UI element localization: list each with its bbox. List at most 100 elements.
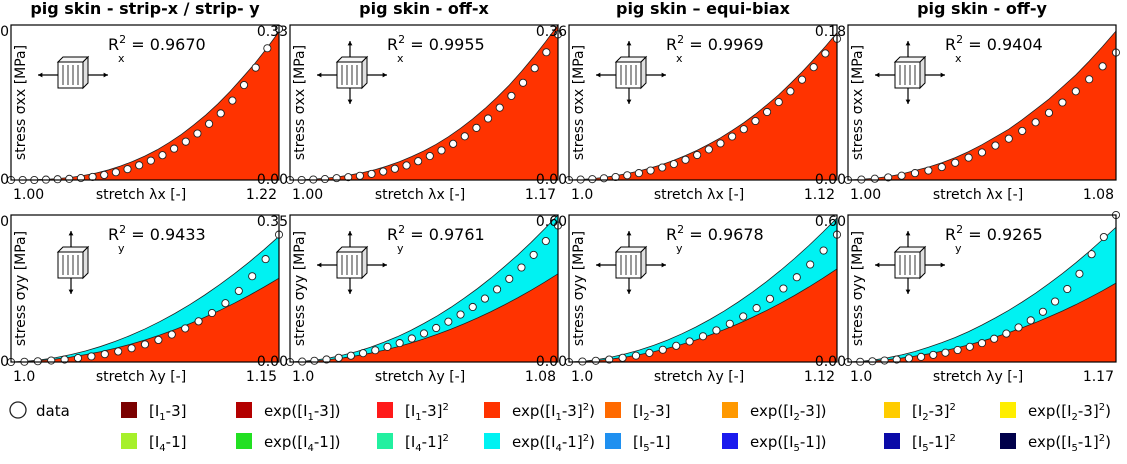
y-tick-label-max: 0.60 [815,214,846,230]
data-point [123,165,132,174]
data-point [1031,118,1040,127]
data-point [170,144,179,153]
legend-label: [I4-1] [149,433,186,454]
data-point [542,48,551,57]
x-axis-label: stretch λy [-] [375,369,465,385]
legend-label: exp([I2-3]2) [1028,402,1111,423]
data-point [1044,108,1054,117]
data-point [725,319,734,328]
legend-label: [I2-3] [633,402,670,423]
data-point [355,171,364,180]
specimen-icon [317,41,387,104]
legend-label: [I5-1] [633,433,670,454]
r-squared-subscript: x [118,52,125,65]
legend: data [I1-3] exp([I1-3]) [I1-3]2​ exp([I1-3]2… [9,401,1111,454]
y-axis-label: stress σyy [MPa] [571,231,587,346]
data-point [1098,62,1107,71]
data-point [681,155,690,164]
axes-frame [289,214,559,363]
data-point [493,285,502,294]
chart-title: pig skin - strip-x / strip- y [30,0,260,18]
data-point [591,356,600,365]
cube-side [82,245,89,280]
y-tick-label-min: 0.00 [257,354,288,370]
legend-item: exp([I1-3]) [236,402,341,423]
data-point [1087,250,1096,259]
data-point [322,355,331,364]
r-squared-subscript: x [397,52,404,65]
load-arrow-head [347,289,353,294]
data-point [821,49,830,58]
data-point [786,87,795,96]
legend-swatch [722,433,738,449]
x-tick-label-max: 1.08 [1083,187,1114,203]
data-point [672,341,681,350]
specimen-icon [38,55,108,90]
legend-item: [I5-1]2​ [884,433,956,454]
load-arrow-head [317,72,322,78]
data-point [414,157,423,166]
y-axis-label: stress σyy [MPa] [850,231,866,346]
data-point [809,63,818,72]
legend-item: [I1-3] [121,402,186,423]
legend-swatch [722,402,738,418]
data-point [239,81,249,90]
legend-item: [I5-1] [605,433,670,454]
load-arrow-head [905,99,911,104]
legend-swatch [377,402,393,418]
cube-front [894,61,921,89]
data-point [234,286,243,296]
legend-item: exp([I2-3]2) [1000,402,1111,423]
legend-item: exp([I1-3]2) [484,402,595,423]
load-arrow-head [661,72,666,78]
legend-data-marker [9,401,27,419]
data-point [53,175,62,184]
data-point [1085,75,1094,84]
legend-label: exp([I2-3]) [750,402,827,423]
data-point [60,355,69,364]
cube-front [57,61,84,89]
legend-swatch [236,402,252,418]
y-tick-label-min: 0.00 [815,172,846,188]
data-point [263,44,272,53]
x-tick-label-max: 1.12 [804,187,835,203]
data-point [1099,232,1108,242]
r-squared-annotation: R2 = 0.9678 [666,223,764,244]
cube-side [640,55,647,90]
data-point [425,151,434,161]
data-point [541,236,550,246]
legend-label: [I4-1]2​ [405,433,449,454]
load-arrow-head [626,231,632,236]
cube-front [336,61,363,89]
r-squared-subscript: y [397,242,404,255]
y-axis-label: stress σxx [MPa] [571,45,587,160]
data-point [251,63,260,72]
legend-item: [I1-3]2​ [377,402,449,423]
load-arrow-head [596,72,601,78]
x-tick-label-max: 1.17 [525,187,556,203]
legend-swatch [884,433,900,449]
data-point [193,129,202,138]
data-point [1002,329,1011,338]
data-point [207,308,217,318]
data-point [1014,323,1023,332]
legend-label: exp([I4-1]2) [512,433,595,454]
x-tick-label-min: 1.0 [292,369,314,385]
legend-item: [I2-3]2​ [884,402,956,423]
data-point [379,167,388,176]
legend-item: exp([I4-1]) [236,433,341,454]
data-point [792,273,801,282]
data-point [924,166,933,175]
y-tick-label-max: 0.60 [536,214,567,230]
data-point [1051,297,1060,306]
data-point [1058,98,1067,107]
data-point [953,345,962,355]
y-tick-label-min: 0.00 [257,172,288,188]
data-point [390,164,399,173]
data-point [517,263,526,272]
chart-panel-2: pig skin - off-x 0.33 0.001.00 1.17 stretch … [257,0,563,203]
data-point [880,356,889,365]
data-point [1063,284,1072,294]
data-point [248,272,257,281]
axes-frame [10,24,280,181]
